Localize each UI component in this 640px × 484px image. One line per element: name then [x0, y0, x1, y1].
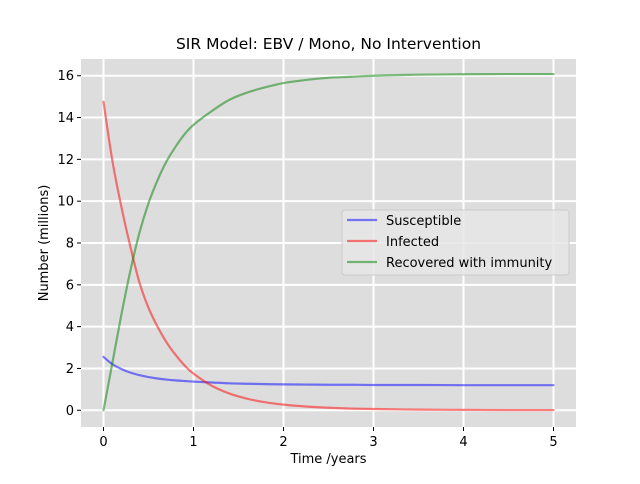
legend-label: Infected: [386, 235, 439, 250]
y-tick-label: 0: [66, 404, 74, 419]
y-tick-label: 12: [57, 153, 74, 168]
x-tick-label: 5: [549, 435, 557, 450]
y-tick-label: 14: [57, 111, 74, 126]
y-tick-label: 4: [66, 320, 74, 335]
y-tick-label: 10: [57, 195, 74, 210]
series-lines: [102, 72, 555, 412]
y-axis-ticks: 0 2 4 6 8 10 12 14 16: [57, 69, 81, 419]
y-tick-label: 8: [66, 237, 74, 252]
x-tick-label: 4: [459, 435, 467, 450]
legend-box: [341, 209, 570, 276]
x-tick-label: 3: [369, 435, 377, 450]
x-tick-label: 1: [189, 435, 197, 450]
series-line-recovered-with-immunity: [102, 72, 555, 412]
y-axis-label: Number (millions): [37, 185, 52, 302]
x-axis-ticks: 0 1 2 3 4 5: [99, 427, 558, 450]
series-line-susceptible: [102, 355, 555, 387]
x-tick-label: 0: [99, 435, 107, 450]
x-tick-label: 2: [279, 435, 287, 450]
legend-label: Recovered with immunity: [386, 256, 553, 271]
y-tick-label: 2: [66, 362, 74, 377]
legend: Susceptible Infected Recovered with immuni…: [341, 209, 570, 276]
legend-label: Susceptible: [386, 214, 461, 229]
y-tick-label: 16: [57, 69, 74, 84]
series-line-infected: [102, 100, 555, 412]
y-tick-label: 6: [66, 278, 74, 293]
x-axis-label: Time /years: [289, 452, 366, 467]
chart-title: SIR Model: EBV / Mono, No Intervention: [176, 35, 481, 53]
